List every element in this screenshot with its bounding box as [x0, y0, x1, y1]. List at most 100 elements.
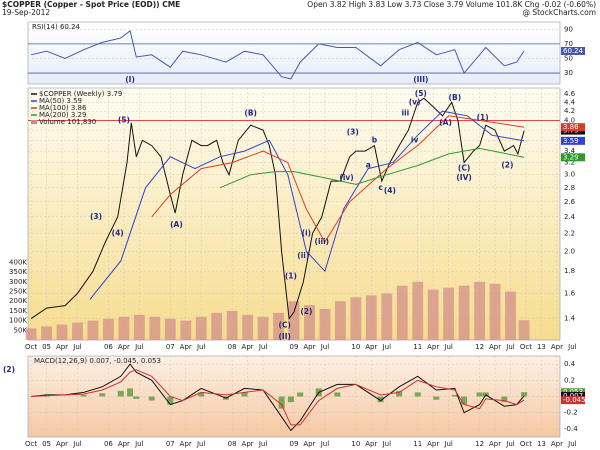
- volume-tick-label: 400K: [9, 258, 27, 266]
- histogram-bar: [451, 394, 458, 397]
- y-tick-label: 90: [564, 25, 573, 33]
- value-box: [561, 396, 585, 405]
- wave-label: (ii): [297, 251, 309, 260]
- value-box-label: 60.24: [563, 47, 584, 55]
- y-tick-label: -0.2: [564, 409, 578, 417]
- x-tick-label: Jul: [320, 440, 330, 448]
- header-date: 19-Sep-2012: [2, 8, 50, 17]
- volume-bar: [133, 314, 145, 340]
- x-tick-label: Oct: [520, 343, 532, 351]
- x-tick-label: Jul: [258, 343, 268, 351]
- x-tick-label: 10: [351, 343, 360, 351]
- wave-label: (II): [279, 332, 291, 341]
- wave-label: c: [378, 183, 382, 192]
- volume-bar: [41, 326, 52, 340]
- x-tick-label: Jul: [505, 343, 515, 351]
- side-label: (2): [3, 365, 15, 374]
- x-tick-label: Apr: [242, 343, 254, 351]
- volume-bar: [396, 285, 408, 340]
- legend-swatch: [31, 120, 37, 124]
- x-tick-label: 05: [42, 343, 51, 351]
- histogram-bar: [476, 392, 483, 397]
- volume-bar: [242, 314, 254, 340]
- x-tick-label: Jul: [134, 440, 144, 448]
- wave-label: a: [366, 161, 371, 170]
- legend-label: MA(50) 3.59: [39, 97, 82, 105]
- volume-bar: [458, 285, 470, 340]
- x-tick-label: Apr: [180, 440, 192, 448]
- volume-bar: [365, 295, 377, 340]
- volume-bar: [87, 320, 99, 340]
- x-tick-label: Apr: [303, 343, 315, 351]
- x-tick-label: Apr: [427, 343, 439, 351]
- wave-label: (5): [118, 115, 130, 124]
- histogram-bar: [297, 392, 304, 397]
- legend-label: Volume 101,830: [39, 118, 96, 126]
- volume-bar: [505, 291, 516, 340]
- y-tick-label: 4.0: [564, 116, 575, 124]
- histogram-bar: [127, 388, 134, 397]
- volume-tick-label: 250K: [9, 288, 27, 296]
- wave-label: iii: [401, 108, 409, 117]
- x-tick-label: Jul: [567, 343, 577, 351]
- y-tick-label: 2.0: [564, 247, 575, 255]
- wave-label: (B): [449, 93, 462, 102]
- x-tick-label: 12: [475, 440, 484, 448]
- volume-bar: [304, 305, 315, 340]
- wave-label: (2): [501, 161, 513, 170]
- x-tick-label: 08: [228, 440, 237, 448]
- volume-tick-label: 50K: [14, 326, 28, 334]
- wave-label: (i): [302, 228, 311, 237]
- y-tick-label: 3.2: [564, 159, 575, 167]
- volume-tick-label: 100K: [9, 317, 27, 325]
- series-line: [219, 147, 525, 189]
- histogram-bar: [117, 390, 124, 397]
- x-tick-label: Apr: [551, 343, 563, 351]
- wave-label: (B): [244, 108, 257, 117]
- x-tick-label: Jul: [320, 343, 330, 351]
- y-tick-label: 4.4: [564, 98, 576, 106]
- histogram-bar: [198, 392, 205, 397]
- x-tick-label: Apr: [118, 343, 130, 351]
- x-tick-label: 12: [475, 343, 484, 351]
- x-tick-label: 11: [413, 440, 422, 448]
- y-tick-label: 2.2: [564, 229, 575, 237]
- x-tick-label: 13: [537, 440, 546, 448]
- x-tick-label: Oct: [520, 440, 532, 448]
- volume-bar: [103, 318, 114, 340]
- wave-label: (III): [413, 75, 428, 84]
- series-line: [30, 97, 525, 320]
- volume-bar: [226, 310, 238, 340]
- histogram-bar: [99, 393, 106, 397]
- wave-label: (4): [112, 228, 124, 237]
- x-tick-label: Oct: [25, 343, 37, 351]
- x-tick-label: Apr: [118, 440, 130, 448]
- histogram-bar: [461, 396, 468, 405]
- legend-label: $COPPER (Weekly) 3.79: [39, 90, 122, 98]
- header-quote: Open 3.82 High 3.83 Low 3.73 Close 3.79 …: [307, 0, 596, 9]
- value-box: [561, 153, 585, 162]
- x-tick-label: 05: [42, 440, 51, 448]
- y-tick-label: 3.4: [564, 147, 576, 155]
- x-tick-label: Jul: [443, 440, 453, 448]
- x-tick-label: Apr: [427, 440, 439, 448]
- y-tick-label: 2.6: [564, 198, 576, 206]
- volume-bar: [257, 316, 269, 340]
- volume-bar: [273, 312, 284, 340]
- x-tick-label: Jul: [567, 440, 577, 448]
- x-tick-label: Apr: [56, 343, 68, 351]
- x-tick-label: 10: [351, 440, 360, 448]
- wave-label: (3): [347, 128, 359, 137]
- value-box: [561, 391, 585, 400]
- series-line: [31, 363, 525, 432]
- histogram-bar: [501, 396, 508, 403]
- wave-label: b: [372, 135, 378, 144]
- value-box: [561, 47, 585, 56]
- y-tick-label: 4.2: [564, 107, 575, 115]
- y-tick-label: 1.4: [564, 315, 576, 323]
- x-tick-label: 13: [537, 343, 546, 351]
- value-box-label: 0.007: [563, 392, 583, 400]
- wave-label: (5): [415, 89, 427, 98]
- x-tick-label: Jul: [258, 440, 268, 448]
- x-tick-label: 06: [104, 343, 113, 351]
